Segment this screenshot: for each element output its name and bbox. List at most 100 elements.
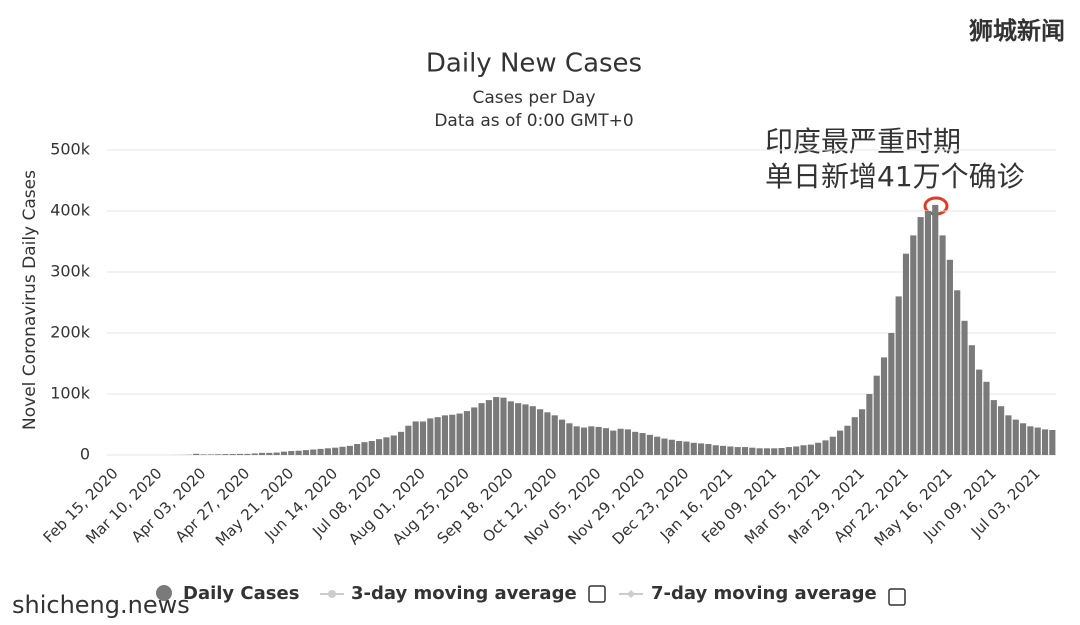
bar: [749, 447, 756, 455]
bar: [397, 431, 405, 455]
bar: [354, 444, 361, 455]
x-tick-label: Mar 29, 2021: [785, 464, 868, 547]
bar: [258, 452, 266, 455]
bar: [273, 452, 280, 455]
bar: [763, 448, 771, 455]
bar: [946, 259, 953, 455]
x-tick-label: Mar 10, 2020: [82, 464, 165, 547]
bar: [280, 451, 288, 455]
watermark: 狮城新闻: [969, 17, 1065, 45]
legend: Daily Cases 3-day moving average 7-day m…: [156, 583, 906, 606]
bar: [815, 442, 822, 455]
bar: [456, 413, 463, 455]
bar: [624, 429, 631, 455]
legend-marker[interactable]: [156, 585, 172, 601]
bar: [236, 453, 244, 455]
y-tick-label: 400k: [50, 201, 91, 220]
bar: [266, 452, 273, 455]
bar: [339, 446, 346, 455]
bar: [449, 414, 456, 455]
chart-subtitle: Cases per Day: [472, 88, 595, 108]
bar: [771, 448, 778, 455]
checkbox[interactable]: [888, 588, 906, 606]
bar: [639, 433, 646, 455]
bar: [756, 448, 763, 455]
bar: [580, 427, 588, 455]
bar: [851, 417, 858, 455]
bar: [1049, 429, 1056, 455]
bar: [288, 451, 295, 455]
bar: [778, 447, 785, 455]
legend-label[interactable]: Daily Cases: [183, 583, 299, 604]
bar: [932, 204, 939, 455]
bar: [1034, 427, 1041, 455]
bar: [646, 434, 653, 455]
bar: [485, 400, 492, 455]
bar: [193, 453, 200, 455]
bar: [880, 357, 888, 455]
bar: [734, 447, 741, 455]
checkbox[interactable]: [588, 585, 606, 603]
legend-label[interactable]: 7-day moving average: [651, 583, 877, 604]
bar: [507, 401, 514, 455]
bar: [888, 333, 895, 455]
bar: [785, 447, 792, 455]
bar: [544, 412, 551, 455]
y-tick-label: 0: [80, 445, 90, 464]
bar: [1012, 419, 1019, 455]
bar: [200, 454, 207, 455]
bar: [441, 415, 449, 455]
bar: [698, 443, 705, 455]
bar: [727, 446, 734, 455]
legend-marker: [328, 590, 336, 598]
bar: [1027, 426, 1034, 455]
x-tick-label: Mar 05, 2021: [741, 464, 824, 547]
y-tick-label: 300k: [50, 262, 91, 281]
bar: [463, 411, 470, 455]
bar: [632, 431, 639, 455]
bar: [419, 421, 427, 455]
bar: [500, 397, 507, 455]
bar: [683, 441, 690, 455]
bar: [610, 430, 617, 455]
bar: [910, 235, 917, 455]
bar: [712, 445, 719, 455]
bar: [346, 445, 353, 455]
x-tick-label: Nov 29, 2020: [565, 464, 649, 548]
bar: [244, 453, 251, 455]
bar: [654, 436, 661, 455]
bar: [895, 296, 902, 455]
bar: [595, 426, 602, 455]
bar: [800, 445, 807, 455]
bar: [859, 409, 866, 455]
bar: [434, 417, 441, 455]
bar: [376, 439, 383, 455]
y-tick-label: 500k: [50, 140, 91, 159]
bar: [917, 217, 924, 455]
bar: [983, 381, 990, 455]
bar: [829, 436, 836, 455]
bar: [954, 290, 961, 455]
bar: [310, 449, 317, 455]
bar: [902, 253, 910, 455]
bar: [515, 403, 522, 455]
x-tick-label: Sep 18, 2020: [434, 464, 517, 547]
bar: [390, 435, 397, 455]
bar: [471, 407, 478, 455]
legend-label[interactable]: 3-day moving average: [351, 583, 577, 604]
bar: [1019, 423, 1027, 455]
bar: [676, 440, 683, 455]
bar: [976, 369, 983, 455]
chart-subtitle: Data as of 0:00 GMT+0: [434, 111, 633, 131]
bar: [368, 440, 375, 455]
bar: [229, 454, 236, 455]
bar: [361, 442, 368, 455]
x-tick-label: Aug 01, 2020: [345, 464, 429, 548]
bar: [961, 320, 968, 455]
bar: [1041, 429, 1049, 455]
bar: [990, 400, 997, 455]
annotation: 印度最严重时期: [765, 125, 961, 158]
bar: [844, 425, 851, 455]
bar: [529, 406, 536, 455]
